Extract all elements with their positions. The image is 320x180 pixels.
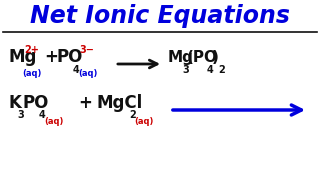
Text: MgCl: MgCl bbox=[96, 94, 142, 112]
Text: (aq): (aq) bbox=[78, 69, 97, 78]
Text: 3: 3 bbox=[182, 65, 189, 75]
Text: (aq): (aq) bbox=[22, 69, 41, 78]
Text: 4: 4 bbox=[39, 110, 46, 120]
Text: ): ) bbox=[212, 50, 219, 65]
Text: +: + bbox=[78, 94, 92, 112]
Text: Mg: Mg bbox=[168, 50, 194, 65]
Text: 2: 2 bbox=[129, 110, 136, 120]
Text: 3: 3 bbox=[17, 110, 24, 120]
Text: 2: 2 bbox=[218, 65, 225, 75]
Text: (aq): (aq) bbox=[134, 117, 153, 126]
Text: 4: 4 bbox=[207, 65, 214, 75]
Text: 2+: 2+ bbox=[24, 45, 39, 55]
Text: K: K bbox=[8, 94, 21, 112]
Text: +: + bbox=[44, 48, 58, 66]
Text: (aq): (aq) bbox=[44, 117, 63, 126]
Text: Mg: Mg bbox=[8, 48, 36, 66]
Text: PO: PO bbox=[56, 48, 82, 66]
Text: Net Ionic Equations: Net Ionic Equations bbox=[30, 4, 290, 28]
Text: 3−: 3− bbox=[79, 45, 94, 55]
Text: (PO: (PO bbox=[187, 50, 218, 65]
Text: 4: 4 bbox=[73, 65, 80, 75]
Text: PO: PO bbox=[22, 94, 48, 112]
